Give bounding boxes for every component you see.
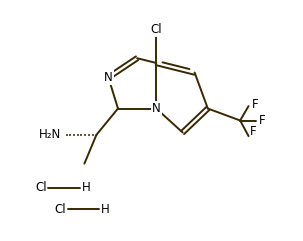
Text: Cl: Cl xyxy=(54,203,66,216)
Text: F: F xyxy=(258,114,265,127)
Text: F: F xyxy=(250,126,256,139)
Text: N: N xyxy=(152,102,161,115)
Text: N: N xyxy=(104,71,113,84)
Text: F: F xyxy=(251,98,258,111)
Text: Cl: Cl xyxy=(151,23,162,36)
Text: H: H xyxy=(101,203,109,216)
Text: Cl: Cl xyxy=(35,181,47,194)
Text: H₂N: H₂N xyxy=(39,128,61,141)
Text: H: H xyxy=(82,181,90,194)
